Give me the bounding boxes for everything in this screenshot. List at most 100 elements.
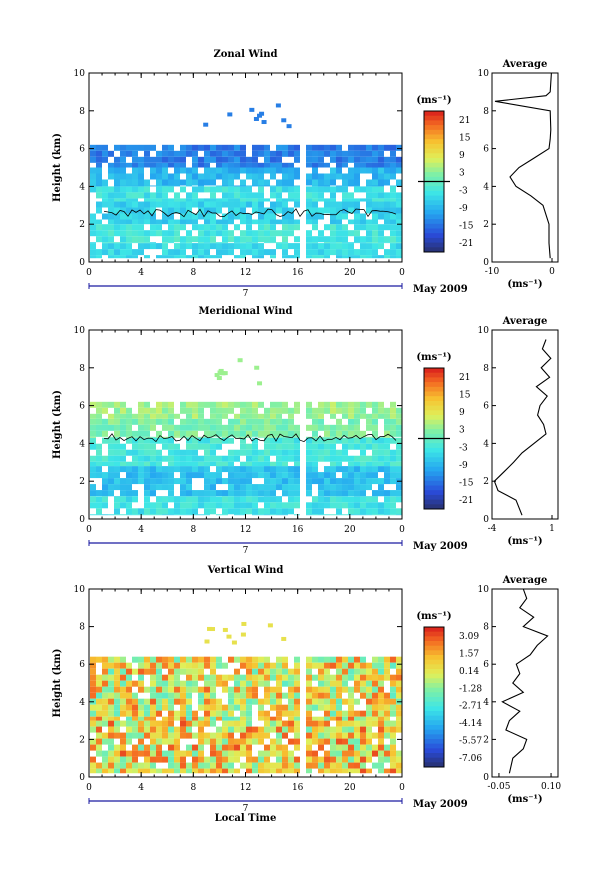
heatmap-cell: [312, 698, 318, 705]
heatmap-cell: [96, 224, 102, 231]
colorbar-segment: [424, 143, 444, 150]
heatmap-cell: [228, 186, 234, 193]
heatmap-cell: [120, 185, 126, 187]
heatmap-cell: [198, 738, 204, 745]
heatmap-cell: [288, 243, 294, 250]
heatmap-cell: [366, 236, 372, 243]
heatmap-cell: [222, 756, 228, 763]
heatmap-cell: [384, 744, 390, 751]
heatmap-cell: [294, 478, 300, 485]
heatmap-cell: [114, 249, 120, 256]
heatmap-cell: [186, 185, 192, 187]
heatmap-cell: [108, 698, 114, 705]
heatmap-cell: [306, 243, 312, 250]
heatmap-cell: [174, 466, 180, 473]
heatmap-cell: [198, 255, 204, 259]
heatmap-cell: [90, 430, 96, 437]
heatmap-cell: [180, 704, 186, 711]
heatmap-cell: [102, 514, 108, 516]
heatmap-cell: [186, 192, 192, 199]
heatmap-cell: [306, 230, 312, 237]
heatmap-cell: [114, 242, 120, 244]
heatmap-cell: [144, 490, 150, 497]
heatmap-cell: [144, 502, 150, 509]
heatmap-cell: [168, 144, 174, 151]
heatmap-cell: [348, 455, 354, 462]
heatmap-cell: [384, 167, 390, 174]
heatmap-cell: [96, 472, 102, 479]
heatmap-cell: [162, 720, 168, 727]
heatmap-cell: [384, 207, 390, 214]
heatmap-cell: [294, 484, 300, 491]
heatmap-cell: [214, 373, 220, 378]
heatmap-cell: [156, 656, 162, 663]
heatmap-cell: [234, 490, 240, 497]
heatmap-cell: [384, 668, 390, 675]
heatmap-cell: [324, 726, 330, 733]
heatmap-cell: [312, 720, 318, 727]
heatmap-cell: [252, 150, 258, 157]
heatmap-cell: [366, 750, 372, 757]
heatmap-cell: [144, 255, 150, 259]
heatmap-cell: [366, 413, 372, 419]
heatmap-cell: [234, 144, 240, 151]
heatmap-cell: [222, 213, 228, 220]
heatmap-cell: [312, 150, 318, 157]
heatmap-cell: [204, 230, 210, 237]
heatmap-cell: [120, 207, 126, 214]
heatmap-cell: [324, 692, 330, 699]
heatmap-cell: [234, 173, 240, 180]
heatmap-cell: [156, 179, 162, 186]
heatmap-cell: [204, 213, 210, 220]
heatmap-cell: [120, 455, 126, 462]
heatmap-cell: [288, 213, 294, 220]
heatmap-cell: [306, 407, 312, 414]
heatmap-cell: [114, 662, 120, 669]
heatmap-cell: [192, 502, 198, 509]
colorbar-segment: [424, 120, 444, 126]
heatmap-cell: [150, 207, 156, 214]
heatmap-cell: [168, 418, 174, 425]
heatmap-cell: [204, 443, 210, 450]
heatmap-cell: [378, 750, 384, 757]
heatmap-cell: [162, 424, 168, 431]
heatmap-cell: [312, 224, 318, 231]
heatmap-cell: [312, 478, 318, 485]
heatmap-cell: [120, 756, 126, 763]
heatmap-cell: [360, 680, 366, 687]
heatmap-cell: [258, 656, 264, 663]
heatmap-cell: [318, 472, 324, 479]
heatmap-cell: [396, 192, 402, 199]
heatmap-cell: [222, 224, 228, 231]
colorbar-tick-label: 9: [459, 151, 465, 161]
heatmap-cell: [126, 716, 132, 721]
heatmap-cell: [240, 192, 246, 199]
heatmap-cell: [144, 478, 150, 485]
heatmap-cell: [156, 756, 162, 763]
heatmap-cell: [162, 502, 168, 509]
heatmap-cell: [270, 185, 276, 187]
heatmap-cell: [396, 413, 402, 419]
heatmap-cell: [354, 686, 360, 693]
heatmap-cell: [108, 490, 114, 497]
heatmap-cell: [306, 401, 312, 408]
heatmap-cell: [186, 686, 192, 693]
heatmap-cell: [390, 461, 396, 467]
heatmap-cell: [204, 710, 210, 717]
heatmap-cell: [162, 243, 168, 250]
heatmap-cell: [102, 686, 108, 693]
heatmap-cell: [156, 750, 162, 757]
heatmap-cell: [324, 514, 330, 516]
heatmap-cell: [294, 173, 300, 180]
heatmap-cell: [114, 496, 120, 503]
heatmap-cell: [342, 466, 348, 473]
heatmap-cell: [226, 634, 232, 639]
x-tick-label: 8: [190, 783, 196, 793]
heatmap-cell: [150, 219, 156, 225]
heatmap-cell: [96, 674, 102, 681]
heatmap-cell: [132, 198, 138, 202]
heatmap-cell: [288, 144, 294, 151]
heatmap-cell: [282, 201, 288, 208]
heatmap-cell: [336, 201, 342, 208]
heatmap-cell: [372, 472, 378, 479]
